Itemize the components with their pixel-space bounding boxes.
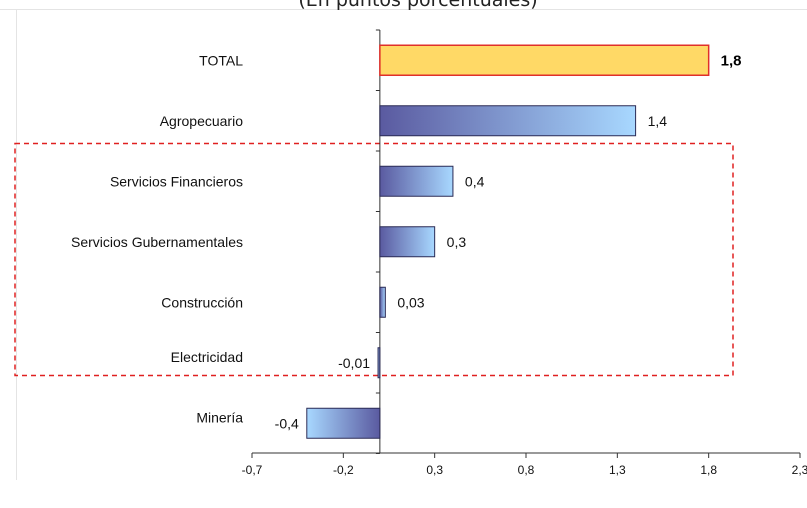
category-label: Construcción: [161, 294, 243, 310]
x-tick-label: 2,3: [792, 463, 807, 477]
bar: [379, 286, 386, 318]
bar: [377, 347, 381, 379]
x-tick-label: 1,3: [609, 463, 626, 477]
x-tick-label: 0,8: [518, 463, 535, 477]
data-label: -0,4: [275, 415, 299, 431]
bar: [306, 407, 381, 439]
plot-area: -0,7 -0,2 0,3 0,8 1,3 1,8 2,3 TOTAL 1,8 Agropecua…: [14, 29, 807, 477]
bar: [379, 44, 710, 76]
data-label: 1,8: [721, 52, 742, 69]
category-label: Servicios Financieros: [110, 173, 243, 189]
bar: [379, 226, 436, 258]
chart-title: (En puntos porcentuales): [298, 0, 537, 11]
bar: [379, 165, 454, 197]
x-tick-label: 0,3: [426, 463, 443, 477]
data-label: 0,3: [447, 234, 467, 250]
category-label: Electricidad: [171, 349, 243, 365]
bar: [379, 105, 637, 137]
category-label: Agropecuario: [160, 113, 243, 129]
category-label: Minería: [196, 409, 243, 425]
x-tick-label: -0,7: [242, 463, 263, 477]
highlight-box: [14, 142, 734, 377]
x-tick-label: -0,2: [333, 463, 354, 477]
category-label: Servicios Gubernamentales: [71, 234, 243, 250]
data-label: 0,4: [465, 173, 485, 189]
data-label: 0,03: [397, 294, 424, 310]
data-label: -0,01: [338, 355, 370, 371]
category-label: TOTAL: [199, 52, 243, 68]
x-tick-label: 1,8: [700, 463, 717, 477]
data-label: 1,4: [648, 113, 668, 129]
